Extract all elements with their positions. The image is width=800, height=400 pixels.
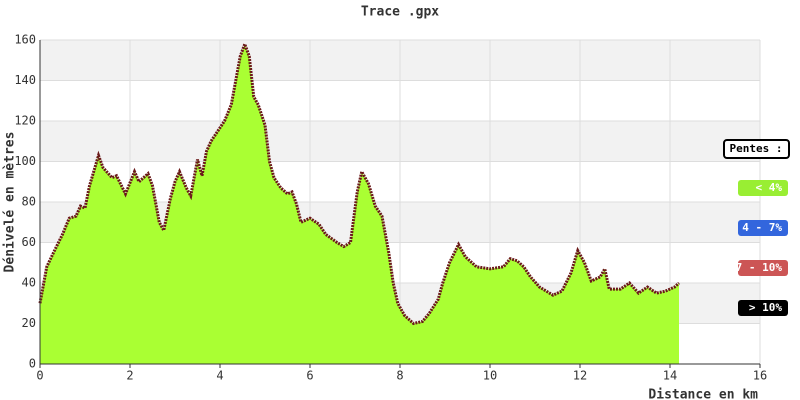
y-tick-label: 0 bbox=[29, 357, 36, 371]
legend-label: 4 - 7% bbox=[742, 221, 782, 234]
x-tick-label: 16 bbox=[753, 369, 767, 383]
y-tick-label: 140 bbox=[14, 73, 36, 87]
y-tick-label: 20 bbox=[22, 316, 36, 330]
legend-swatch bbox=[738, 220, 788, 236]
y-tick-label: 80 bbox=[22, 195, 36, 209]
x-tick-label: 10 bbox=[483, 369, 497, 383]
elevation-area bbox=[40, 44, 679, 365]
legend-swatch bbox=[738, 300, 788, 316]
elevation-line bbox=[38, 39, 681, 326]
x-tick-label: 14 bbox=[663, 369, 677, 383]
y-tick-label: 40 bbox=[22, 276, 36, 290]
y-axis-label: Dénivelé en mètres bbox=[3, 132, 18, 273]
legend-label: < 4% bbox=[756, 181, 783, 194]
x-tick-label: 0 bbox=[36, 369, 43, 383]
legend-label: > 10% bbox=[749, 301, 782, 314]
x-tick-label: 2 bbox=[126, 369, 133, 383]
y-tick-label: 120 bbox=[14, 114, 36, 128]
legend-title: Pentes : bbox=[730, 142, 783, 155]
legend-title-box bbox=[723, 139, 790, 159]
x-tick-label: 4 bbox=[216, 369, 223, 383]
legend-swatch bbox=[738, 260, 788, 276]
y-tick-label: 100 bbox=[14, 154, 36, 168]
x-tick-label: 6 bbox=[306, 369, 313, 383]
x-tick-label: 12 bbox=[573, 369, 587, 383]
x-axis-label: Distance en km bbox=[648, 388, 758, 400]
x-tick-label: 8 bbox=[396, 369, 403, 383]
legend-swatch bbox=[738, 180, 788, 196]
y-tick-label: 60 bbox=[22, 235, 36, 249]
chart-title: Trace .gpx bbox=[361, 5, 439, 20]
y-tick-label: 160 bbox=[14, 33, 36, 47]
legend-label: 7 - 10% bbox=[736, 261, 783, 274]
